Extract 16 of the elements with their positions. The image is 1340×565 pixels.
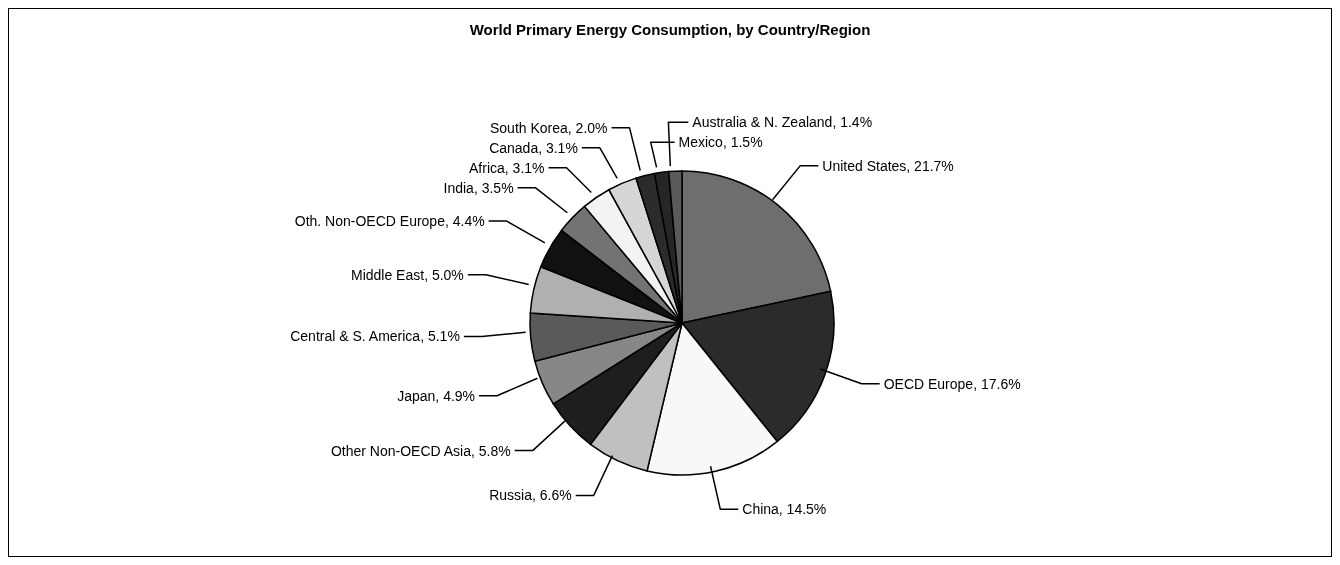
slice-label: Mexico, 1.5% (678, 134, 763, 151)
chart-title: World Primary Energy Consumption, by Country/Region (468, 21, 872, 38)
slice-label: Middle East, 5.0% (350, 266, 464, 283)
slice-label: OECD Europe, 17.6% (883, 375, 1021, 392)
slice-label: Central & S. America, 5.1% (290, 328, 460, 345)
slice-label: India, 3.5% (443, 179, 514, 196)
slice-label: Japan, 4.9% (397, 387, 476, 404)
slice-label: Oth. Non-OECD Europe, 4.4% (294, 213, 485, 230)
slice-label: Canada, 3.1% (489, 139, 578, 156)
slice-label: South Korea, 2.0% (490, 119, 608, 136)
slice-label: Africa, 3.1% (469, 159, 545, 176)
slice-label: United States, 21.7% (822, 157, 954, 174)
slice-label: China, 14.5% (742, 501, 827, 518)
slice-label: Other Non-OECD Asia, 5.8% (330, 442, 511, 459)
slice-label: Russia, 6.6% (489, 487, 572, 504)
slice-label: Australia & N. Zealand, 1.4% (692, 114, 873, 131)
